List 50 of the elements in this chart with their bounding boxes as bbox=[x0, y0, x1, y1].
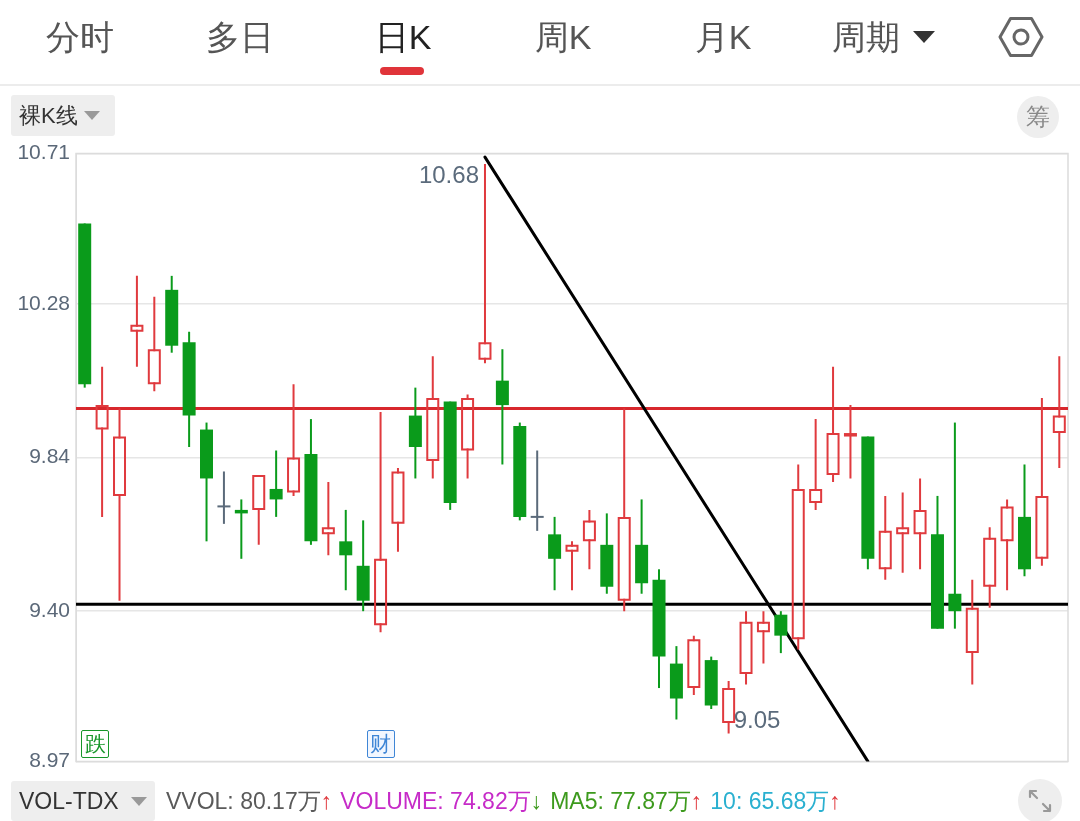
text: 周期 bbox=[832, 17, 900, 58]
candlestick bbox=[896, 492, 910, 573]
text: VOLUME: 74.82万↓ bbox=[340, 787, 543, 814]
candlestick bbox=[374, 412, 388, 633]
candlestick bbox=[809, 419, 823, 510]
candlestick bbox=[791, 464, 805, 650]
candlestick bbox=[1035, 398, 1049, 566]
text: VOL-TDX bbox=[19, 788, 119, 814]
candlestick bbox=[252, 474, 266, 545]
text: 多日 bbox=[206, 17, 274, 58]
candlestick bbox=[217, 471, 231, 524]
text: VVOL: 80.17万↑ bbox=[166, 787, 333, 814]
candlestick bbox=[878, 495, 892, 580]
candlestick bbox=[1052, 356, 1066, 468]
candlestick bbox=[565, 541, 579, 591]
annotation: 9.05 bbox=[733, 706, 781, 734]
text: 月K bbox=[694, 17, 752, 58]
candlestick bbox=[113, 408, 127, 601]
y-tick-label: 9.84 bbox=[29, 444, 71, 468]
candlestick bbox=[617, 408, 631, 612]
text: 周K bbox=[534, 17, 592, 58]
text: 分时 bbox=[46, 17, 114, 58]
candlestick bbox=[1000, 499, 1014, 591]
candlestick bbox=[756, 611, 770, 664]
badge: 财 bbox=[366, 730, 395, 759]
candlestick bbox=[478, 164, 492, 364]
candlestick bbox=[965, 579, 979, 685]
y-tick-label: 10.28 bbox=[17, 290, 70, 314]
y-tick-label: 8.97 bbox=[29, 748, 70, 772]
text: 筹 bbox=[1026, 103, 1050, 131]
text: 10: 65.68万↑ bbox=[710, 787, 841, 814]
text: 日K bbox=[374, 17, 432, 58]
candlestick bbox=[913, 478, 927, 570]
candlestick bbox=[843, 405, 857, 479]
candlestick bbox=[426, 356, 440, 479]
candlestick bbox=[530, 450, 544, 531]
candlestick bbox=[130, 275, 144, 367]
badge: 跌 bbox=[81, 730, 109, 759]
candlestick bbox=[948, 422, 962, 629]
candlestick bbox=[321, 481, 335, 556]
candlestick bbox=[147, 296, 161, 392]
candlestick bbox=[826, 366, 840, 482]
candlestick bbox=[95, 366, 109, 517]
candlestick bbox=[983, 527, 997, 608]
y-tick-label: 10.71 bbox=[17, 140, 70, 164]
y-tick-label: 9.40 bbox=[29, 597, 70, 621]
text: MA5: 77.87万↑ bbox=[550, 787, 703, 814]
text: 裸K线 bbox=[19, 103, 78, 128]
annotation: 10.68 bbox=[418, 160, 479, 188]
candlestick bbox=[287, 384, 301, 496]
